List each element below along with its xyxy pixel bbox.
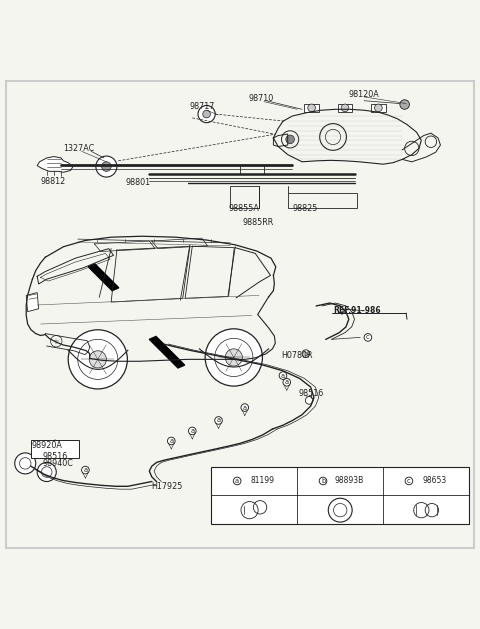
Text: a: a (281, 372, 285, 379)
Bar (230, 186, 259, 208)
Circle shape (305, 396, 313, 404)
Text: a: a (190, 428, 194, 434)
Bar (31, 440, 79, 458)
Bar (304, 104, 319, 112)
Circle shape (102, 162, 111, 171)
Polygon shape (37, 157, 73, 172)
Text: 98516: 98516 (42, 452, 68, 460)
Circle shape (68, 330, 127, 389)
Text: a: a (235, 478, 239, 484)
Bar (211, 467, 469, 525)
Text: 98940C: 98940C (42, 459, 73, 468)
Circle shape (15, 453, 36, 474)
Circle shape (400, 100, 409, 109)
Bar (338, 104, 352, 112)
Text: b: b (321, 478, 325, 484)
Text: 98855A: 98855A (228, 204, 259, 213)
Text: H17925: H17925 (151, 482, 182, 491)
Circle shape (286, 135, 294, 143)
Text: H0780R: H0780R (281, 350, 313, 360)
Circle shape (198, 106, 215, 123)
Text: b: b (304, 350, 308, 357)
Text: c: c (407, 478, 411, 484)
Text: c: c (366, 335, 370, 340)
Circle shape (341, 104, 349, 112)
Text: 98920A: 98920A (31, 441, 62, 450)
Text: 98120A: 98120A (348, 91, 380, 99)
Text: 98801: 98801 (125, 178, 150, 187)
Text: 98653: 98653 (422, 476, 447, 486)
Circle shape (96, 156, 117, 177)
Text: a: a (84, 467, 87, 473)
Circle shape (89, 351, 107, 368)
Text: 81199: 81199 (251, 476, 275, 486)
Text: REF.91-986: REF.91-986 (333, 306, 381, 315)
Polygon shape (26, 292, 38, 311)
Bar (288, 193, 357, 208)
Circle shape (205, 329, 263, 386)
Text: 98516: 98516 (299, 389, 324, 398)
Circle shape (225, 349, 242, 366)
Text: a: a (216, 418, 221, 423)
Text: 98717: 98717 (189, 102, 215, 111)
Circle shape (374, 104, 382, 112)
Polygon shape (88, 264, 119, 291)
Text: 1327AC: 1327AC (63, 144, 95, 153)
Text: 9885RR: 9885RR (242, 218, 274, 227)
Text: 98893B: 98893B (334, 476, 363, 486)
Circle shape (308, 104, 315, 112)
Bar (371, 104, 385, 112)
Circle shape (203, 110, 210, 118)
Text: a: a (285, 379, 289, 386)
Polygon shape (149, 337, 185, 368)
Text: a: a (243, 404, 247, 411)
Text: 98812: 98812 (40, 177, 66, 186)
Text: 98710: 98710 (249, 94, 274, 103)
Text: a: a (169, 438, 173, 444)
Circle shape (37, 462, 56, 482)
Text: 98825: 98825 (292, 204, 318, 213)
